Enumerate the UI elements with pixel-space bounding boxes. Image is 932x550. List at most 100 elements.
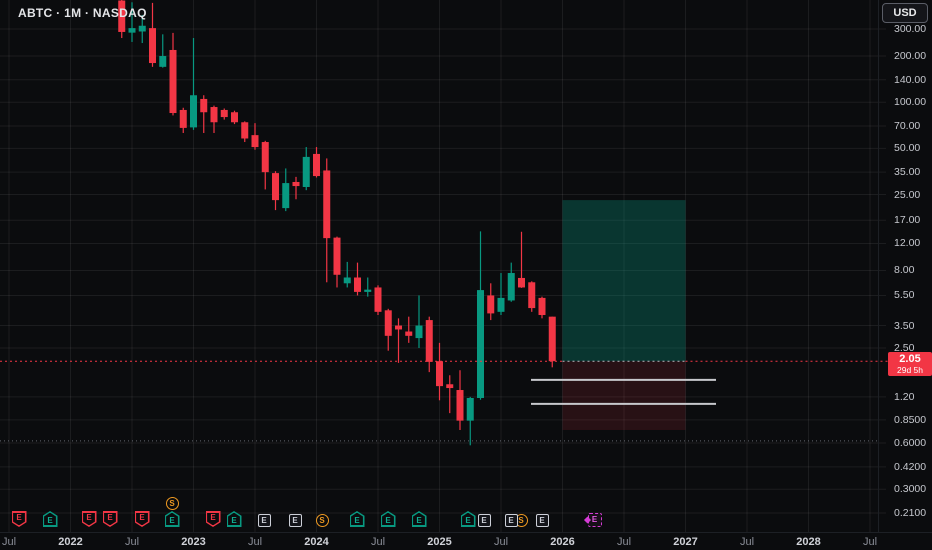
time-axis-label: 2024: [304, 536, 329, 548]
candle-body: [415, 325, 423, 339]
candle-body: [231, 112, 238, 123]
candle-body: [128, 28, 136, 33]
current-price-label[interactable]: 2.05 29d 5h: [888, 352, 932, 377]
long-position-stop-zone: [562, 361, 686, 430]
time-axis-label: 2022: [58, 536, 83, 548]
price-tick-label: 1.20: [894, 390, 915, 403]
candle-body: [333, 237, 341, 275]
candle-body: [261, 142, 269, 173]
candle-body: [538, 297, 546, 316]
earnings-upcoming-icon[interactable]: E: [587, 513, 602, 527]
earnings-neutral-icon[interactable]: E: [477, 514, 491, 527]
price-tick-label: 5.50: [894, 289, 915, 302]
earnings-miss-icon[interactable]: E: [205, 511, 221, 527]
price-tick-label: 50.00: [894, 142, 921, 155]
candle-body: [364, 289, 372, 292]
earnings-beat-icon[interactable]: E: [349, 511, 365, 527]
price-tick-label: 17.00: [894, 214, 921, 227]
earnings-miss-icon[interactable]: E: [134, 511, 150, 527]
candle-body: [507, 273, 515, 301]
price-tick-label: 12.00: [894, 237, 921, 250]
price-tick-label: 300.00: [894, 23, 927, 35]
earnings-miss-icon[interactable]: E: [81, 511, 97, 527]
time-axis-label: Jul: [247, 536, 263, 548]
time-axis-label: 2027: [673, 536, 698, 548]
candle-body: [241, 122, 249, 139]
candle-body: [374, 287, 382, 312]
price-tick-label: 8.00: [894, 264, 915, 277]
candle-body: [425, 320, 433, 362]
price-tick-label: 35.00: [894, 166, 921, 179]
earnings-beat-icon[interactable]: E: [164, 511, 180, 527]
bar-countdown: 29d 5h: [897, 365, 923, 376]
price-tick-label: 70.00: [894, 119, 921, 132]
candle-body: [210, 107, 218, 123]
candle-body: [138, 25, 146, 32]
candle-body: [446, 384, 454, 389]
earnings-beat-icon[interactable]: E: [460, 511, 476, 527]
candle-body: [169, 49, 177, 114]
earnings-beat-icon[interactable]: E: [42, 511, 58, 527]
earnings-neutral-icon[interactable]: E: [257, 514, 271, 527]
earnings-beat-icon[interactable]: E: [226, 511, 242, 527]
time-axis-label: Jul: [370, 536, 386, 548]
split-icon[interactable]: S: [315, 514, 329, 527]
time-axis-label: Jul: [739, 536, 755, 548]
earnings-miss-icon[interactable]: E: [11, 511, 27, 527]
candle-body: [456, 390, 464, 421]
candle-body: [149, 28, 156, 64]
candle-body: [292, 181, 300, 187]
time-axis-label: Jul: [616, 536, 632, 548]
price-tick-label: 200.00: [894, 50, 927, 62]
price-tick-label: 0.6000: [894, 437, 927, 450]
price-tick-label: 0.4200: [894, 460, 927, 473]
candle-body: [466, 397, 474, 421]
candle-body: [487, 295, 495, 314]
candle-body: [313, 153, 320, 177]
candle-body: [118, 0, 126, 32]
price-tick-label: 2.50: [894, 341, 915, 354]
price-tick-label: 25.00: [894, 188, 921, 201]
time-axis-label: Jul: [493, 536, 509, 548]
candle-body: [528, 282, 536, 309]
earnings-beat-icon[interactable]: E: [411, 511, 427, 527]
symbol-title[interactable]: ABTC · 1M · NASDAQ: [18, 6, 147, 20]
currency-toggle-button[interactable]: USD: [882, 3, 928, 23]
price-tick-label: 0.8500: [894, 413, 927, 426]
price-tick-label: 0.3000: [894, 483, 927, 496]
time-axis-label: 2026: [550, 536, 575, 548]
earnings-neutral-icon[interactable]: E: [504, 514, 518, 527]
candle-body: [251, 135, 259, 148]
candle-body: [190, 95, 197, 128]
long-position-profit-zone: [562, 200, 686, 362]
earnings-miss-icon[interactable]: E: [102, 511, 118, 527]
time-axis-label: Jul: [862, 536, 878, 548]
candle-body: [548, 316, 556, 362]
candle-body: [405, 331, 413, 336]
candle-body: [200, 98, 208, 113]
candle-body: [272, 173, 279, 201]
current-price-value: 2.05: [899, 352, 921, 365]
time-axis-label: 2025: [427, 536, 452, 548]
candle-body: [477, 290, 484, 398]
candle-body: [436, 361, 443, 387]
price-tick-label: 3.50: [894, 319, 915, 332]
price-tick-label: 100.00: [894, 96, 927, 109]
earnings-neutral-icon[interactable]: E: [288, 514, 302, 527]
time-axis-label: Jul: [1, 536, 17, 548]
candle-body: [343, 277, 351, 284]
split-icon[interactable]: S: [165, 497, 179, 510]
candle-body: [395, 325, 402, 330]
candle-body: [384, 310, 392, 336]
earnings-beat-icon[interactable]: E: [380, 511, 396, 527]
time-axis-label: Jul: [124, 536, 140, 548]
candle-body: [220, 109, 228, 118]
candle-body: [323, 170, 331, 239]
price-axis-divider: [878, 0, 879, 532]
candle-body: [497, 297, 505, 312]
price-tick-label: 140.00: [894, 73, 927, 86]
time-axis-divider: [0, 532, 932, 533]
earnings-neutral-icon[interactable]: E: [535, 514, 549, 527]
